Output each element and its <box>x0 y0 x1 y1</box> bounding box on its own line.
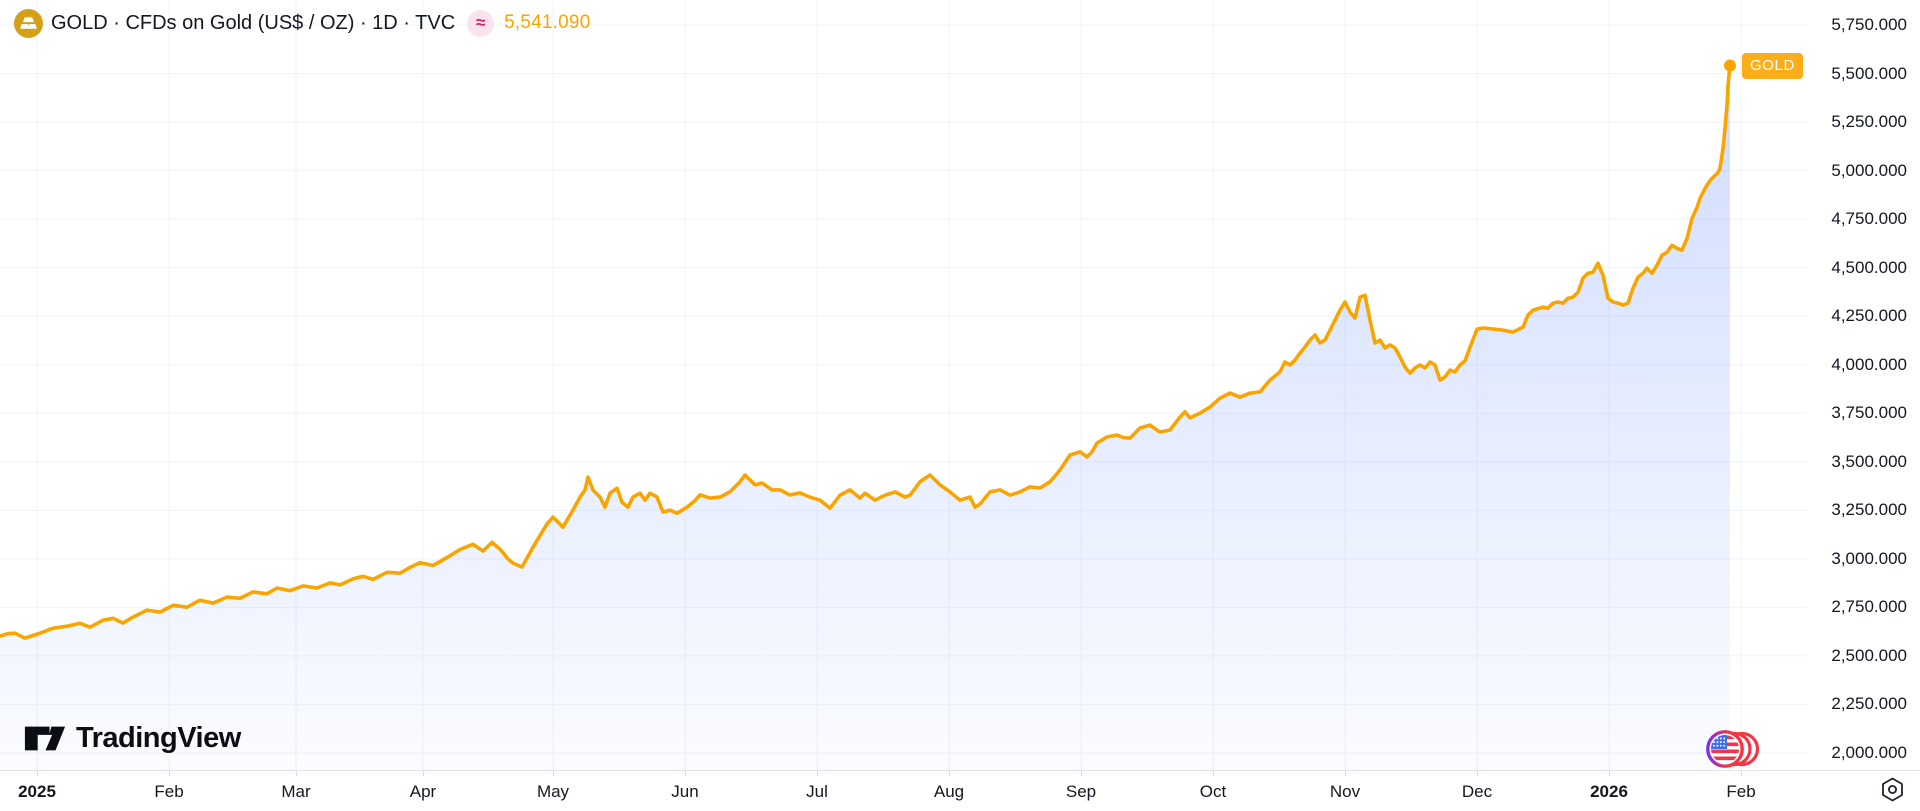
time-axis-tick <box>169 771 170 776</box>
series-price-flag: GOLD <box>1742 53 1803 79</box>
us-flag-stack-icon <box>1706 730 1760 768</box>
last-price-dot <box>1724 59 1736 72</box>
price-axis-label: 5,250.000 <box>1831 112 1907 132</box>
time-axis-tick <box>1609 771 1610 776</box>
time-axis-tick <box>1741 771 1742 776</box>
time-axis-label: Mar <box>281 781 311 801</box>
gold-bars-icon <box>14 8 43 38</box>
price-line <box>0 63 1732 640</box>
time-axis-label: Dec <box>1461 781 1493 801</box>
price-pane[interactable] <box>0 0 1920 770</box>
tradingview-mark-icon <box>24 726 66 751</box>
time-axis-tick <box>296 771 297 776</box>
time-axis-tick <box>685 771 686 776</box>
time-axis-tick <box>817 771 818 776</box>
price-axis-label: 5,750.000 <box>1831 15 1907 34</box>
time-axis-label: Feb <box>1726 781 1756 801</box>
time-axis-label: 2026 <box>1590 781 1628 801</box>
time-axis-label: Jul <box>806 781 828 801</box>
symbol-title[interactable]: GOLD · CFDs on Gold (US$ / OZ) · 1D · TV… <box>51 11 456 34</box>
time-axis-tick <box>949 771 950 776</box>
price-axis-label: 3,750.000 <box>1831 403 1907 423</box>
area-fill <box>0 65 1730 770</box>
price-axis-label: 5,000.000 <box>1831 160 1907 180</box>
price-axis-label: 3,500.000 <box>1831 451 1907 471</box>
chart-legend: GOLD · CFDs on Gold (US$ / OZ) · 1D · TV… <box>14 8 590 38</box>
time-axis-label: Sep <box>1065 781 1097 801</box>
approx-price-badge: ≈ <box>467 9 495 37</box>
tradingview-logo-text: TradingView <box>76 722 241 754</box>
time-axis-tick <box>1477 771 1478 776</box>
time-axis-tick <box>37 771 38 776</box>
time-axis-label: Feb <box>154 781 184 801</box>
price-axis-label: 3,250.000 <box>1831 500 1907 520</box>
price-axis-label: 2,500.000 <box>1831 645 1907 665</box>
time-scale[interactable]: 2025 Feb Mar Apr May Jun Jul Aug Sep Oct Nov Dec 202… <box>0 770 1920 811</box>
time-axis-label: Apr <box>409 781 437 801</box>
price-axis-label: 4,250.000 <box>1831 306 1907 326</box>
time-axis-label: Nov <box>1329 781 1361 801</box>
time-axis-label: Oct <box>1199 781 1227 801</box>
price-axis-label: 2,000.000 <box>1831 743 1907 762</box>
tradingview-logo[interactable]: TradingView <box>24 722 241 755</box>
price-chart-canvas[interactable] <box>0 0 1920 770</box>
time-axis-tick <box>1345 771 1346 776</box>
time-axis-label: Aug <box>933 781 965 801</box>
price-axis-label: 3,000.000 <box>1831 548 1907 568</box>
price-axis-label: 4,500.000 <box>1831 257 1907 277</box>
time-axis-label: 2025 <box>18 781 56 801</box>
last-price-value: 5,541.090 <box>504 12 591 33</box>
time-axis-tick <box>1213 771 1214 776</box>
price-axis-label: 4,750.000 <box>1831 209 1907 229</box>
time-axis-tick <box>1081 771 1082 776</box>
time-axis-tick <box>553 771 554 776</box>
time-axis-label: Jun <box>671 781 699 801</box>
price-axis-label: 4,000.000 <box>1831 354 1907 374</box>
price-axis-label: 2,250.000 <box>1831 694 1907 714</box>
axis-settings-gear-icon[interactable] <box>1879 776 1906 803</box>
time-axis-label: May <box>536 781 570 801</box>
price-axis-label: 5,500.000 <box>1831 63 1907 83</box>
price-scale[interactable]: 5,750.000 5,500.000 5,250.000 5,000.000 4,75… <box>1805 0 1920 770</box>
time-axis-tick <box>423 771 424 776</box>
price-axis-label: 2,750.000 <box>1831 597 1907 617</box>
